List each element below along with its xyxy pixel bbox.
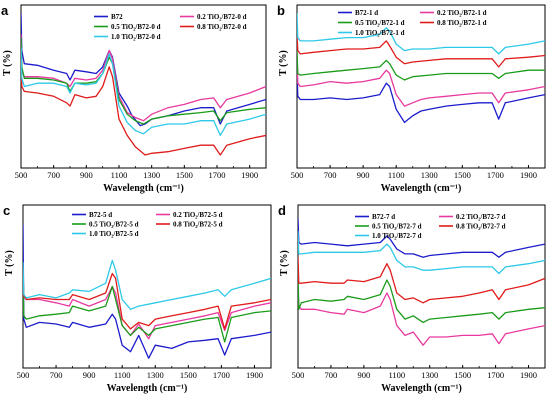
chart-panel-a: a T (%) 500 700 900 1100 1300 1500 1700 1900 Wavel… [1,3,267,194]
series-line-5 [23,259,271,310]
x-tick-label: 1300 [147,370,164,380]
legend-label: B72-5 d [89,211,112,219]
legend-label: 0.8 TiO₂/B72-1 d [437,19,487,27]
x-tick-label: 700 [324,170,337,180]
legend-label: 0.2 TiO₂/B72-0 d [197,13,247,21]
x-tick-label: 1900 [241,170,258,180]
x-tick-label: 900 [83,370,96,380]
series-line-4 [23,270,271,330]
y-axis-label: T (%) [278,50,289,76]
chart-panel-b: b T (%) 500 700 900 1100 1300 1500 1700 1900 Wavel… [277,3,546,194]
legend-label: 1.0 TiO₂/B72-1 d [355,29,405,37]
legend-label: 0.8 TiO₂/B72-7 d [456,223,506,231]
series-line-3 [297,50,545,81]
x-tick-label: 900 [357,370,370,380]
series-line-3 [23,278,271,343]
series-line-5 [298,231,545,275]
y-axis-label: T (%) [279,250,290,276]
legend-label: 1.0 TiO₂/B72-7 d [372,232,422,240]
panel-letter: b [277,3,285,18]
x-tick-label: 1900 [246,370,263,380]
y-axis-label: T (%) [2,50,13,76]
legend-label: 1.0 TiO₂/B72-0 d [111,33,161,41]
plot-frame [296,4,546,169]
x-axis-label: Wavelength (cm⁻¹) [381,383,462,394]
series-line-3 [21,37,266,125]
legend-label: B72-1 d [355,9,378,17]
x-tick-label: 1700 [209,170,226,180]
x-tick-label: 500 [17,370,30,380]
x-tick-label: 500 [15,170,28,180]
x-tick-label: 500 [291,170,304,180]
x-tick-label: 1300 [421,370,438,380]
x-tick-label: 1100 [388,170,405,180]
legend-label: B72 [111,13,123,21]
x-tick-label: 1100 [388,370,405,380]
x-tick-label: 1700 [213,370,230,380]
legend-label: 0.5 TiO₂/B72-5 d [89,221,139,229]
legend-label: 0.8 TiO₂/B72-5 d [173,221,223,229]
panel-letter: c [3,203,10,218]
series-line-4 [21,66,266,156]
plot-frame [22,204,272,369]
series-line-1 [297,70,545,124]
x-tick-label: 900 [357,170,370,180]
x-tick-label: 1300 [143,170,160,180]
x-tick-label: 1500 [454,170,471,180]
series-line-2 [298,286,545,346]
x-tick-label: 1500 [454,370,471,380]
x-tick-label: 1100 [114,370,131,380]
series-line-4 [297,34,545,68]
series-line-5 [297,13,545,55]
x-axis-label: Wavelength (cm⁻¹) [107,383,188,394]
legend-label: 0.8 TiO₂/B72-0 d [197,23,247,31]
series-line-5 [21,47,266,137]
legend-label: 1.0 TiO₂/B72-5 d [89,230,139,238]
legend-label: 0.5 TiO₂/B72-1 d [355,19,405,27]
y-axis-label: T (%) [4,250,15,276]
x-tick-label: 700 [47,170,60,180]
panel-letter: d [278,203,286,218]
x-tick-label: 1500 [176,170,193,180]
x-tick-label: 1700 [487,370,504,380]
x-tick-label: 1300 [421,170,438,180]
legend-label: 0.2 TiO₂/B72-7 d [456,213,506,221]
x-tick-label: 700 [50,370,63,380]
x-tick-label: 700 [325,370,338,380]
x-tick-label: 1100 [111,170,128,180]
x-tick-label: 1700 [487,170,504,180]
chart-panel-c: c T (%) 500 700 900 1100 1300 1500 1700 1900 Wavel… [3,203,272,394]
x-axis-label: Wavelength (cm⁻¹) [103,183,184,194]
legend-label: B72-7 d [372,213,395,221]
legend-label: 0.2 TiO₂/B72-5 d [173,211,223,219]
x-tick-label: 1900 [520,170,537,180]
x-tick-label: 1500 [180,370,197,380]
series-line-2 [21,34,266,122]
x-tick-label: 1900 [520,370,537,380]
series-line-1 [23,224,271,359]
panel-letter: a [1,3,9,18]
x-tick-label: 900 [80,170,93,180]
series-line-4 [298,257,545,304]
series-line-1 [298,217,545,258]
chart-panel-d: d T (%) 500 700 900 1100 1300 1500 1700 1900 Wavel… [278,203,546,394]
legend-label: 0.2 TiO₂/B72-1 d [437,9,487,17]
legend-label: 0.5 TiO₂/B72-7 d [372,223,422,231]
series-line-3 [298,270,545,324]
x-axis-label: Wavelength (cm⁻¹) [381,183,462,194]
legend-label: 0.5 TiO₂/B72-0 d [111,23,161,31]
x-tick-label: 500 [292,370,305,380]
series-line-2 [297,53,545,107]
